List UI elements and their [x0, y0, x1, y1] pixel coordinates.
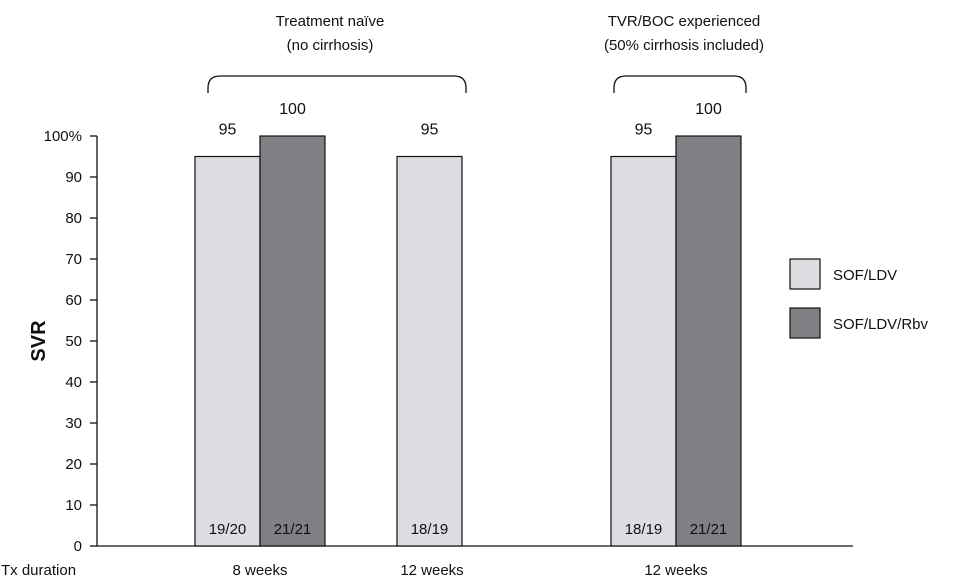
duration-label: 12 weeks [400, 562, 463, 579]
legend: SOF/LDV SOF/LDV/Rbv [789, 258, 929, 339]
group-subtitle: (50% cirrhosis included) [604, 37, 764, 54]
bar-fraction-label: 21/21 [690, 521, 728, 538]
group-bracket [613, 75, 747, 93]
bar-fraction-label: 21/21 [274, 521, 312, 538]
group-bracket [207, 75, 467, 93]
y-tick-label: 100% [44, 128, 82, 145]
legend-label: SOF/LDV [833, 267, 897, 284]
bar [194, 155, 261, 547]
bar-fraction-label: 18/19 [411, 521, 449, 538]
group-brackets: Treatment naïve (no cirrhosis) TVR/BOC exp… [207, 13, 764, 93]
y-tick-label: 10 [65, 497, 82, 514]
y-axis-label: SVR [28, 320, 50, 362]
duration-label: 8 weeks [232, 562, 287, 579]
y-tick-label: 60 [65, 292, 82, 309]
y-tick-label: 40 [65, 374, 82, 391]
legend-label: SOF/LDV/Rbv [833, 316, 929, 333]
bar-value-label: 100 [279, 101, 306, 118]
y-tick-label: 20 [65, 456, 82, 473]
bar [259, 135, 326, 547]
y-axis-ticks: 0 10 20 30 40 50 60 70 80 90 100% [44, 128, 97, 555]
y-tick-label: 70 [65, 251, 82, 268]
bar [396, 155, 463, 547]
legend-swatch [789, 307, 821, 339]
y-tick-label: 50 [65, 333, 82, 350]
bar [610, 155, 677, 547]
group-title: Treatment naïve [276, 13, 385, 30]
duration-label: 12 weeks [644, 562, 707, 579]
bar-value-label: 95 [421, 122, 439, 139]
tx-duration-label: Tx duration [1, 562, 76, 579]
y-tick-label: 80 [65, 210, 82, 227]
group-subtitle: (no cirrhosis) [287, 37, 374, 54]
bar-value-label: 95 [635, 122, 653, 139]
y-tick-label: 0 [74, 538, 82, 555]
bar [675, 135, 742, 547]
group-title: TVR/BOC experienced [608, 13, 761, 30]
bars-layer: 95 19/20 100 21/21 95 18/19 95 18/19 100 21/21 [194, 101, 742, 547]
y-tick-label: 90 [65, 169, 82, 186]
bar-fraction-label: 18/19 [625, 521, 663, 538]
y-tick-label: 30 [65, 415, 82, 432]
legend-swatch [789, 258, 821, 290]
duration-labels: 8 weeks 12 weeks 12 weeks [232, 562, 707, 579]
bar-fraction-label: 19/20 [209, 521, 247, 538]
bar-value-label: 95 [219, 122, 237, 139]
bar-value-label: 100 [695, 101, 722, 118]
